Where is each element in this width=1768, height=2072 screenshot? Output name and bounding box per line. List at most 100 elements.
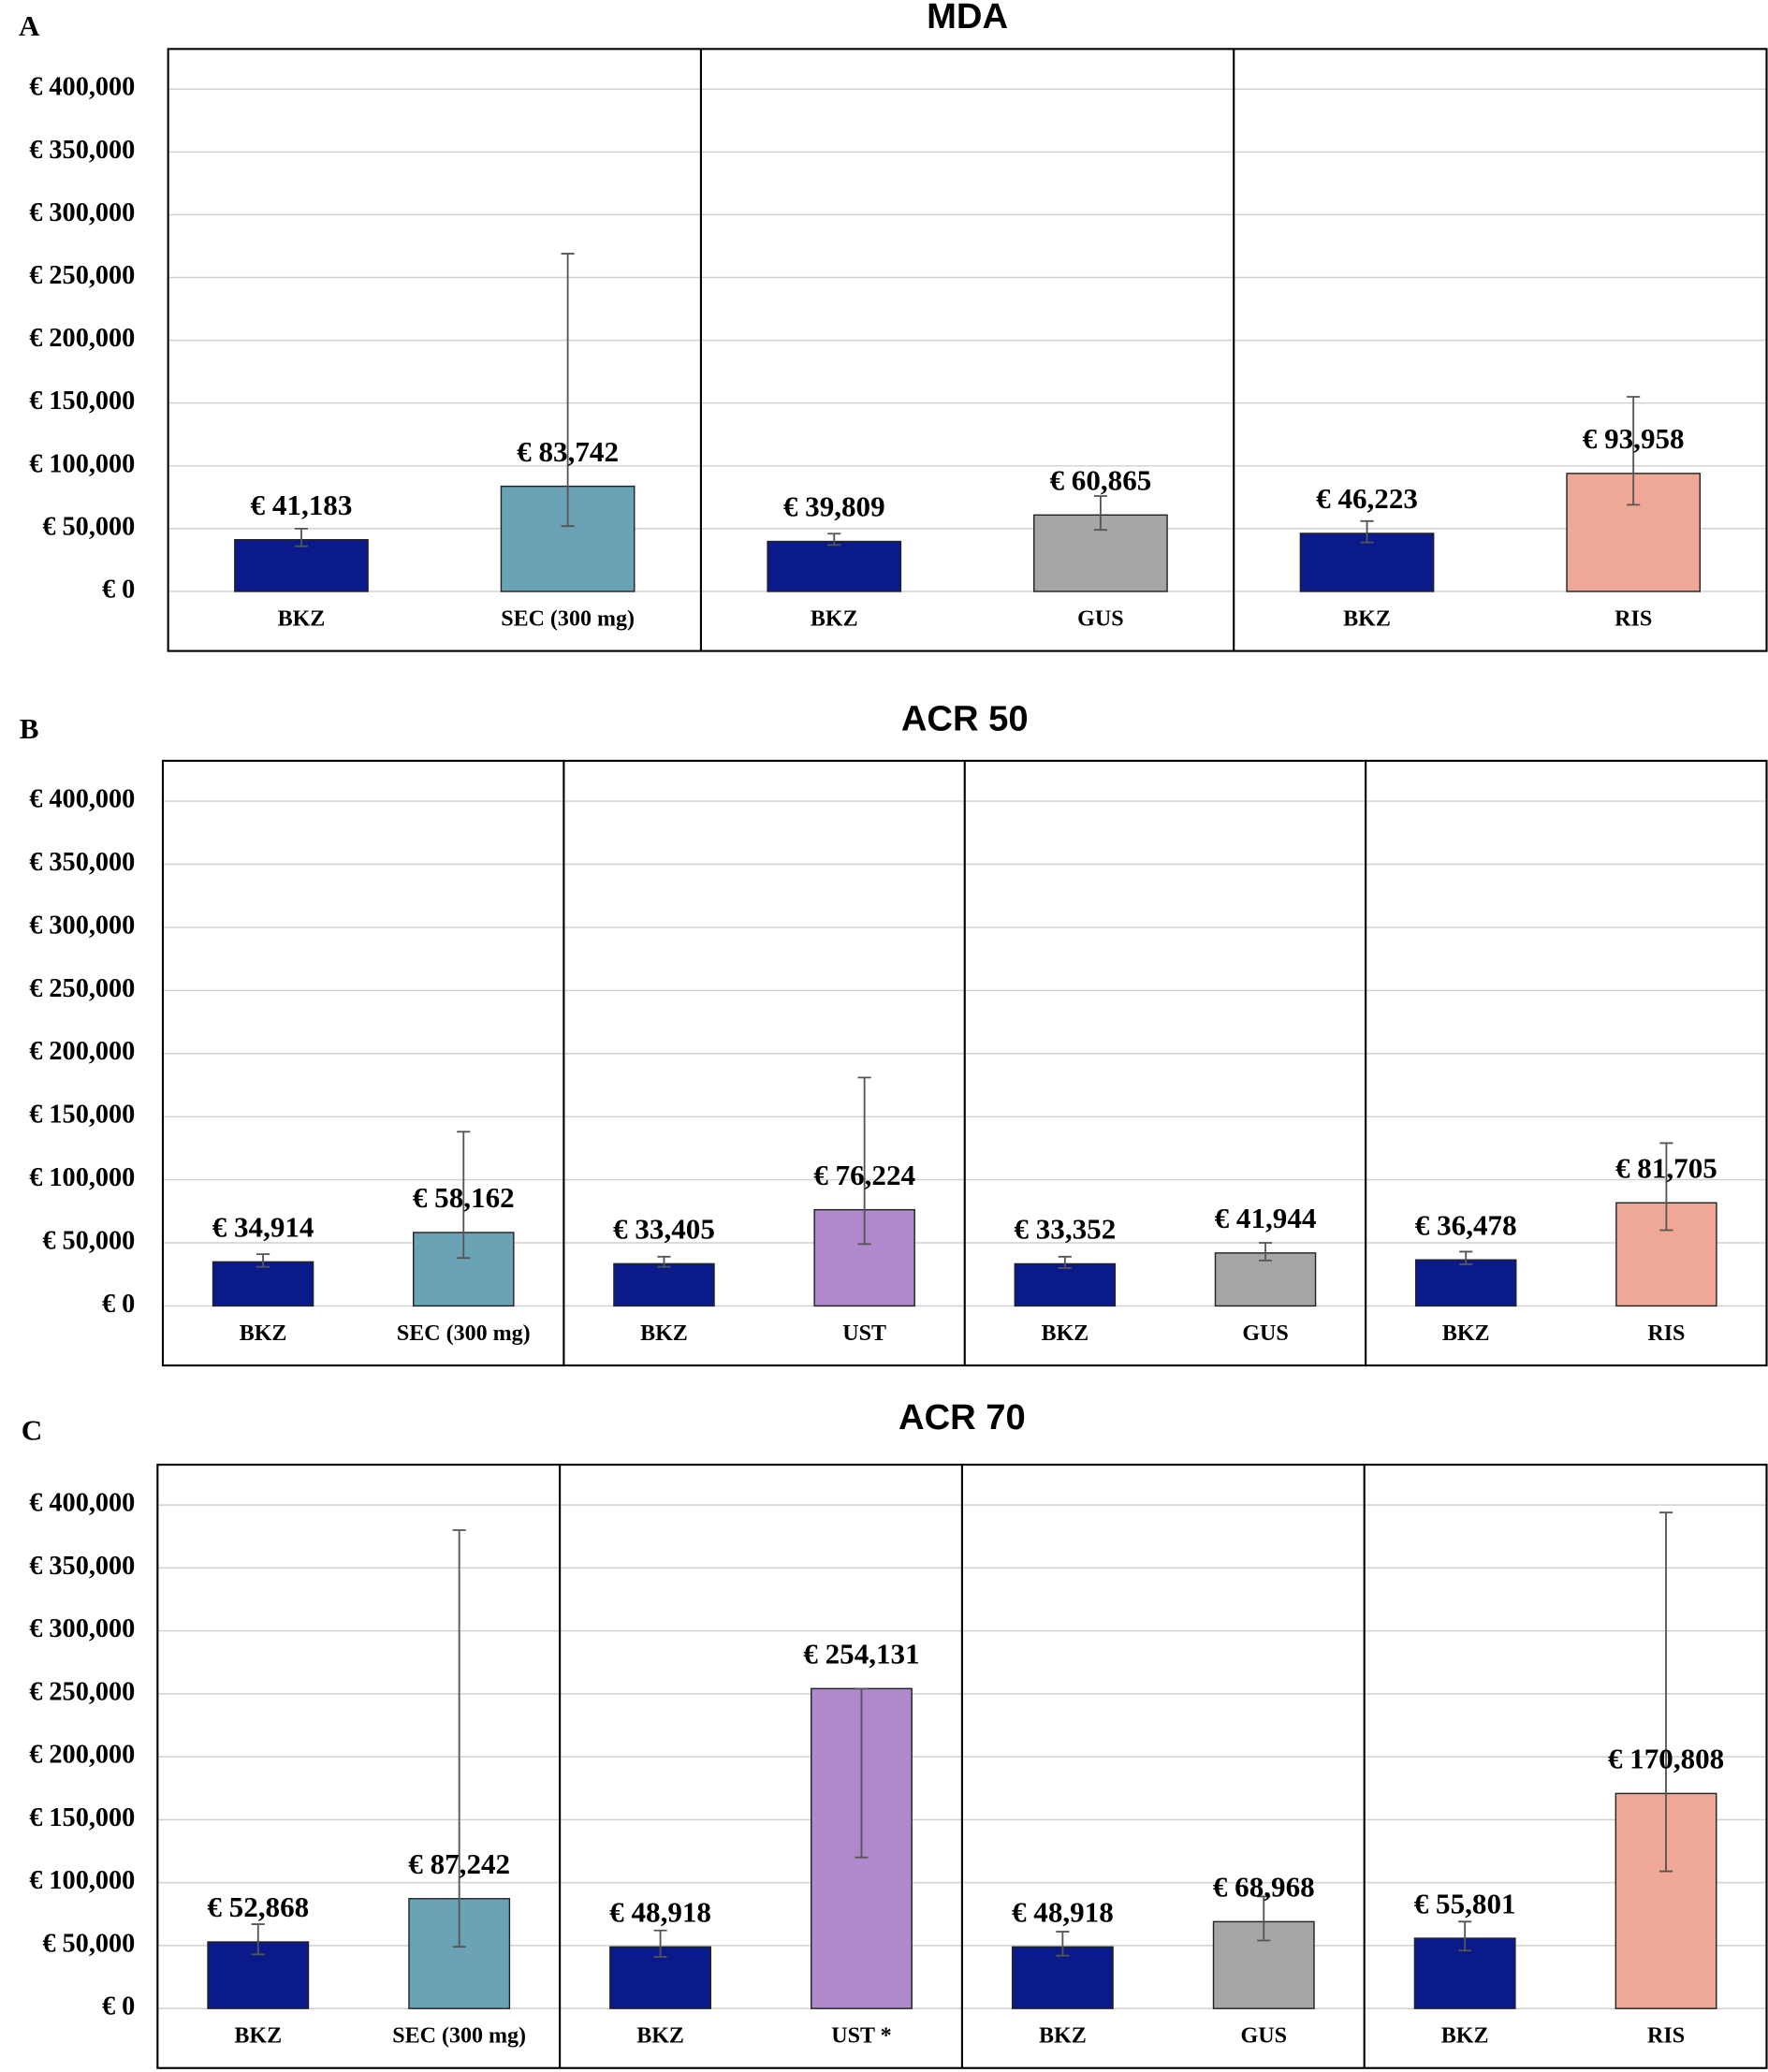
y-tick-label: € 50,000 — [42, 1929, 135, 1958]
value-label: € 58,162 — [413, 1181, 515, 1214]
value-label: € 93,958 — [1583, 422, 1685, 455]
value-label: € 60,865 — [1049, 464, 1151, 497]
y-tick-label: € 200,000 — [29, 1037, 135, 1066]
value-label: € 48,918 — [609, 1896, 711, 1929]
y-tick-label: € 100,000 — [29, 1163, 135, 1192]
error-bar — [653, 1929, 667, 1958]
error-bar — [452, 1529, 466, 1948]
error-bar — [251, 1923, 265, 1956]
bar — [234, 538, 369, 592]
error-bar — [1627, 396, 1641, 506]
error-bar — [657, 1255, 671, 1268]
error-bar — [1658, 1511, 1673, 1873]
y-tick-label: € 300,000 — [29, 911, 135, 940]
x-tick-label: BKZ — [1343, 607, 1391, 632]
bar — [613, 1262, 715, 1307]
y-tick-label: € 350,000 — [29, 1552, 135, 1581]
y-tick-label: € 250,000 — [29, 1677, 135, 1706]
y-tick-label: € 0 — [102, 575, 135, 604]
value-label: € 170,808 — [1608, 1743, 1724, 1775]
x-tick-label: SEC (300 mg) — [397, 1321, 531, 1346]
panel-label: C — [22, 1413, 42, 1446]
chart-title: ACR 50 — [901, 699, 1029, 739]
bar — [1011, 1946, 1114, 2009]
error-bar — [1058, 1255, 1072, 1269]
error-bar — [256, 1253, 270, 1268]
value-label: € 48,918 — [1012, 1896, 1114, 1929]
x-tick-label: BKZ — [234, 2024, 282, 2049]
error-bar — [827, 533, 841, 547]
y-tick-label: € 0 — [102, 1992, 135, 2021]
x-tick-label: GUS — [1241, 2024, 1287, 2049]
error-bar — [855, 1687, 869, 1859]
value-label: € 52,868 — [207, 1890, 309, 1923]
y-tick-label: € 250,000 — [29, 974, 135, 1003]
y-tick-label: € 50,000 — [42, 512, 135, 541]
x-tick-label: GUS — [1242, 1321, 1288, 1346]
y-tick-label: € 100,000 — [29, 449, 135, 478]
y-tick-label: € 400,000 — [29, 73, 135, 102]
y-tick-label: € 400,000 — [29, 785, 135, 814]
x-tick-label: BKZ — [636, 2024, 684, 2049]
bar — [1214, 1252, 1317, 1307]
error-bar — [1257, 1895, 1271, 1942]
plot-frame — [167, 48, 1768, 652]
bar — [212, 1261, 314, 1307]
x-tick-label: UST — [842, 1321, 886, 1346]
value-label: € 33,405 — [613, 1213, 715, 1246]
y-tick-label: € 400,000 — [29, 1489, 135, 1518]
value-label: € 83,742 — [517, 435, 619, 468]
error-bar — [857, 1076, 871, 1246]
error-bar — [1093, 495, 1107, 532]
x-tick-label: BKZ — [1039, 2024, 1087, 2049]
error-bar — [294, 527, 309, 547]
value-label: € 34,914 — [212, 1211, 314, 1244]
panel-label: B — [20, 712, 39, 745]
x-tick-label: BKZ — [1442, 1321, 1490, 1346]
y-tick-label: € 350,000 — [29, 136, 135, 165]
value-label: € 39,809 — [783, 490, 885, 523]
y-tick-label: € 100,000 — [29, 1866, 135, 1895]
y-tick-label: € 150,000 — [29, 1101, 135, 1130]
value-label: € 55,801 — [1414, 1887, 1516, 1919]
bar — [1014, 1262, 1117, 1307]
y-tick-label: € 50,000 — [42, 1226, 135, 1255]
y-tick-label: € 300,000 — [29, 1614, 135, 1643]
value-label: € 81,705 — [1615, 1151, 1717, 1184]
error-bar — [1659, 1142, 1673, 1232]
y-tick-label: € 0 — [102, 1290, 135, 1319]
x-tick-label: BKZ — [1441, 2024, 1489, 2049]
y-tick-label: € 150,000 — [29, 387, 135, 416]
value-label: € 76,224 — [813, 1159, 915, 1191]
value-label: € 87,242 — [408, 1847, 510, 1880]
y-tick-label: € 200,000 — [29, 324, 135, 353]
y-tick-label: € 200,000 — [29, 1741, 135, 1770]
chart-title: MDA — [927, 0, 1008, 36]
x-tick-label: RIS — [1647, 2024, 1685, 2049]
panel-label: A — [19, 9, 40, 42]
plot-frame — [156, 1464, 1768, 2069]
x-tick-label: SEC (300 mg) — [392, 2024, 526, 2049]
x-tick-label: GUS — [1077, 607, 1123, 632]
value-label: € 46,223 — [1316, 482, 1418, 515]
x-tick-label: RIS — [1615, 607, 1652, 632]
value-label: € 254,131 — [803, 1638, 919, 1671]
value-label: € 36,478 — [1415, 1208, 1517, 1241]
x-tick-label: BKZ — [278, 607, 326, 632]
x-tick-label: BKZ — [1041, 1321, 1089, 1346]
y-tick-label: € 250,000 — [29, 261, 135, 290]
x-tick-label: BKZ — [240, 1321, 287, 1346]
x-tick-label: UST * — [831, 2024, 891, 2049]
value-label: € 68,968 — [1213, 1871, 1315, 1904]
error-bar — [1458, 1920, 1472, 1952]
value-label: € 33,352 — [1014, 1213, 1116, 1246]
chart-title: ACR 70 — [899, 1397, 1026, 1437]
value-label: € 41,183 — [251, 489, 353, 521]
y-tick-label: € 300,000 — [29, 198, 135, 227]
error-bar — [457, 1131, 471, 1260]
error-bar — [561, 253, 575, 528]
error-bar — [1258, 1242, 1273, 1262]
x-tick-label: BKZ — [811, 607, 858, 632]
error-bar — [1056, 1931, 1070, 1957]
value-label: € 41,944 — [1215, 1202, 1317, 1234]
